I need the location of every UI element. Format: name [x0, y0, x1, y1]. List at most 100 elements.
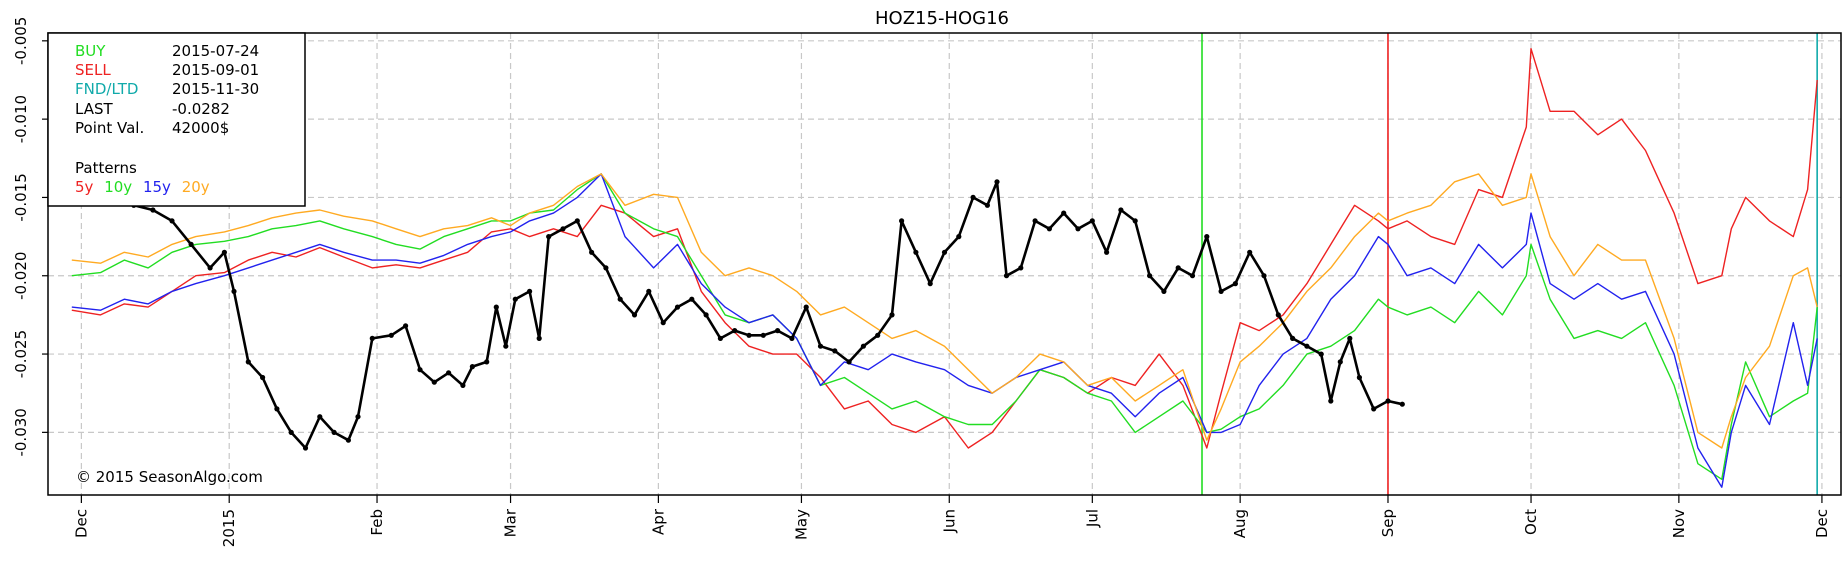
data-point	[889, 312, 895, 318]
x-axis: Dec 2015 Feb Mar Apr May Jun Jul Aug Sep Oct Nov Dec	[72, 495, 1831, 547]
data-point	[760, 332, 766, 338]
data-point	[984, 202, 991, 208]
data-point	[775, 328, 781, 334]
legend-patterns-row: 5y 10y 15y 20y	[75, 178, 210, 196]
data-point	[1003, 273, 1010, 279]
data-point	[1118, 207, 1124, 213]
data-point	[188, 241, 194, 247]
y-axis: -0.005 -0.010 -0.015 -0.020 -0.025 -0.030	[12, 17, 48, 457]
x-tick-label: Dec	[72, 509, 90, 538]
y-tick-label: -0.025	[12, 330, 30, 378]
data-point	[1104, 249, 1110, 255]
series-line-5y	[71, 48, 1818, 449]
x-tick-label: Dec	[1813, 509, 1831, 538]
plot-frame	[47, 32, 1842, 496]
data-point	[574, 218, 580, 224]
series-line-15y	[71, 173, 1818, 488]
data-point	[660, 320, 666, 326]
data-point	[803, 304, 809, 310]
y-tick-label: -0.015	[12, 173, 30, 221]
data-point	[369, 335, 375, 341]
x-tick-label: Jun	[940, 509, 958, 533]
x-tick-label: Aug	[1231, 509, 1249, 538]
data-point	[875, 332, 881, 338]
data-point	[1232, 281, 1238, 287]
data-point	[469, 364, 475, 370]
data-point	[1089, 218, 1095, 224]
legend-pattern-5y: 5y	[75, 178, 94, 196]
data-point	[417, 367, 423, 373]
data-point	[927, 281, 933, 287]
data-point	[245, 359, 251, 365]
data-point	[832, 348, 838, 354]
legend-pointval-value: 42000$	[172, 119, 229, 137]
data-point	[150, 207, 156, 213]
data-point	[1371, 406, 1377, 412]
data-point	[288, 429, 294, 435]
data-point	[970, 194, 976, 200]
x-tick-label: Feb	[368, 509, 386, 536]
legend-last-value: -0.0282	[172, 100, 230, 118]
y-tick-label: -0.010	[12, 95, 30, 143]
data-point	[527, 288, 533, 294]
data-point	[1046, 226, 1052, 232]
data-point	[207, 265, 213, 271]
data-point	[617, 296, 623, 302]
data-point	[1247, 249, 1253, 255]
x-tick-label: May	[792, 509, 810, 540]
data-point	[717, 335, 724, 341]
legend-fnd-value: 2015-11-30	[172, 80, 259, 98]
data-point	[1347, 335, 1353, 341]
legend-pattern-10y: 10y	[104, 178, 132, 196]
y-tick-label: -0.020	[12, 252, 30, 300]
legend-buy-label: BUY	[75, 42, 106, 60]
data-point	[1018, 265, 1024, 271]
data-point	[446, 370, 452, 376]
data-point	[689, 296, 695, 302]
legend-box: BUY 2015-07-24 SELL 2015-09-01 FND/LTD 2…	[47, 32, 306, 207]
data-point	[913, 249, 919, 255]
legend-pointval-label: Point Val.	[75, 119, 144, 137]
data-point	[899, 218, 905, 224]
data-point	[345, 437, 351, 443]
data-point	[789, 335, 795, 341]
legend-frame	[47, 32, 306, 207]
data-point	[589, 249, 595, 255]
data-point	[560, 226, 566, 232]
series-line-hoz15-hog16	[114, 180, 1403, 450]
x-tick-label: Mar	[502, 508, 520, 537]
x-tick-label: Sep	[1379, 509, 1397, 537]
x-tick-label: Jul	[1083, 509, 1101, 528]
data-point	[994, 179, 1000, 185]
data-point	[603, 265, 609, 271]
data-point	[388, 332, 394, 338]
data-point	[1189, 273, 1196, 279]
data-point	[169, 218, 175, 224]
data-point	[221, 249, 227, 255]
data-point	[331, 429, 337, 435]
event-lines	[1201, 33, 1818, 495]
data-point	[1061, 210, 1067, 216]
data-point	[1328, 398, 1334, 404]
data-point	[503, 343, 509, 349]
legend-patterns-label: Patterns	[75, 159, 137, 177]
data-point	[846, 359, 852, 365]
copyright: © 2015 SeasonAlgo.com	[76, 468, 263, 486]
data-point	[674, 304, 681, 310]
data-point	[746, 332, 752, 338]
data-point	[1399, 401, 1405, 407]
data-point	[536, 335, 542, 341]
series-line-10y	[71, 173, 1818, 480]
x-tick-label: Oct	[1522, 509, 1540, 535]
data-point	[1290, 335, 1296, 341]
data-point	[317, 414, 323, 420]
data-point	[1304, 343, 1310, 349]
data-point	[460, 382, 466, 388]
data-point	[1032, 218, 1038, 224]
data-point	[355, 414, 361, 420]
data-point	[817, 343, 824, 349]
data-point	[1132, 218, 1138, 224]
data-point	[1218, 288, 1224, 294]
data-point	[1337, 359, 1343, 365]
